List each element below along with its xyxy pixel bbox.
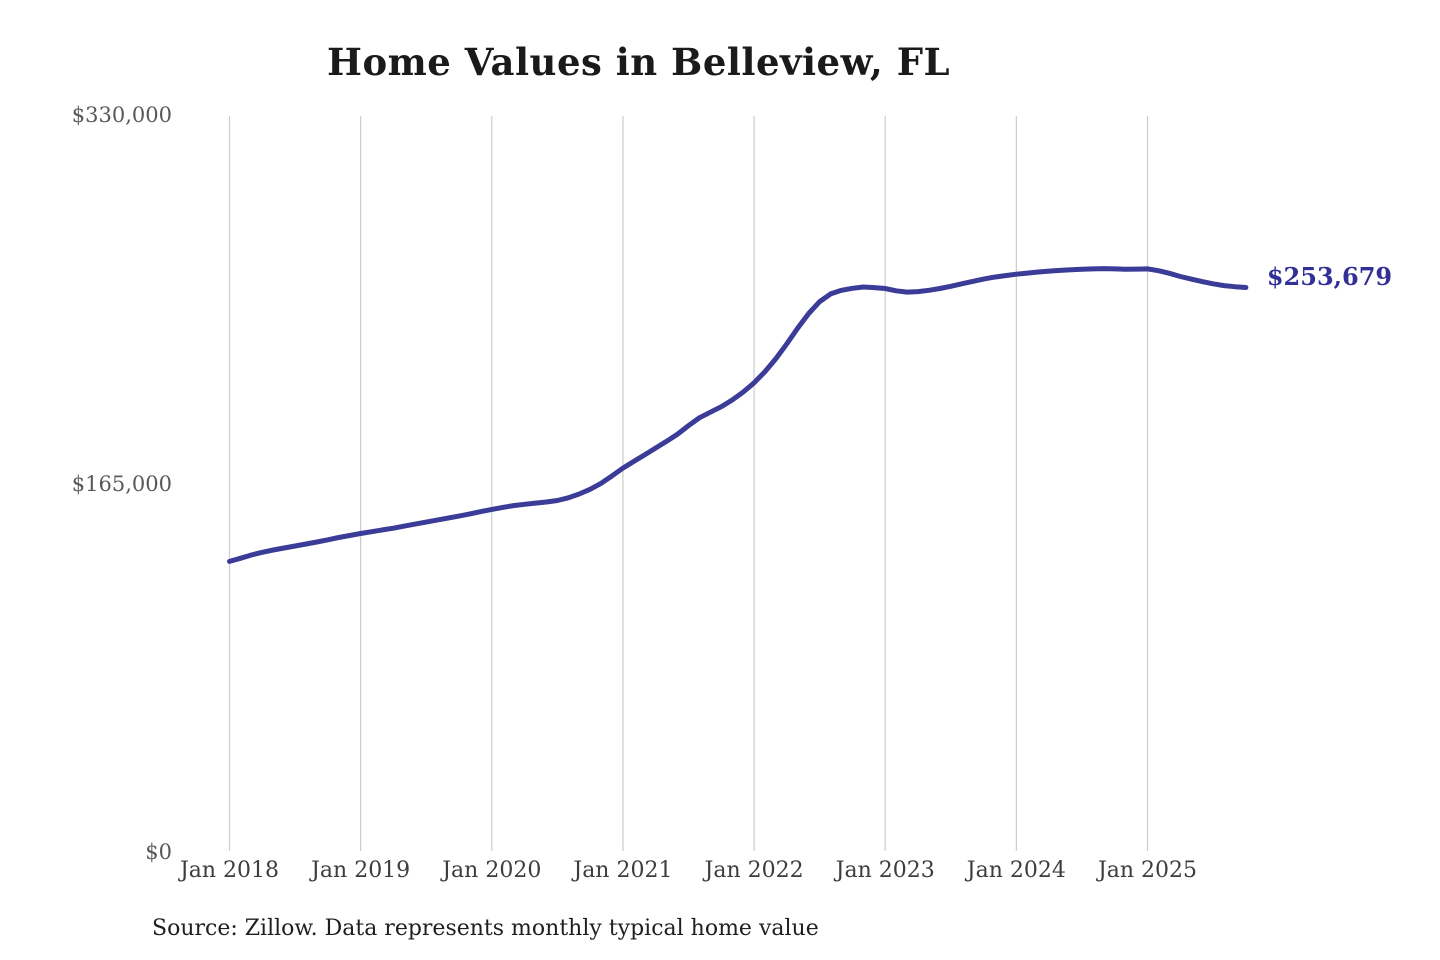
x-tick-label: Jan 2020 [442,858,542,883]
x-tick-label: Jan 2025 [1097,858,1198,883]
y-tick-label: $165,000 [71,471,172,496]
source-note: Source: Zillow. Data represents monthly … [152,916,819,941]
x-tick-label: Jan 2024 [966,858,1066,883]
y-tick-label: $330,000 [71,103,172,127]
x-tick-label: Jan 2022 [704,858,804,883]
chart-title: Home Values in Belleview, FL [327,40,950,84]
x-tick-label: Jan 2021 [573,858,673,883]
x-tick-label: Jan 2018 [179,858,280,883]
home-value-line [227,266,1249,564]
y-tick-label: $0 [145,840,172,864]
x-tick-label: Jan 2023 [835,858,935,883]
x-tick-label: Jan 2019 [311,858,411,883]
end-value-label: $253,679 [1266,262,1393,292]
